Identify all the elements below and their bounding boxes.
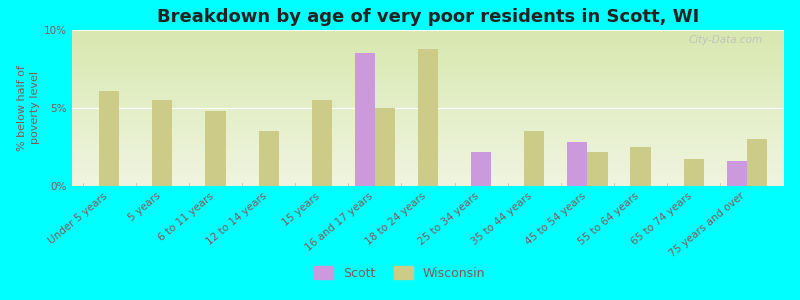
Bar [630, 147, 650, 186]
Bar [206, 111, 226, 186]
Y-axis label: % below half of
poverty level: % below half of poverty level [17, 65, 40, 151]
Bar [354, 53, 375, 186]
Bar [524, 131, 544, 186]
Bar [258, 131, 278, 186]
Bar [747, 139, 767, 186]
Bar [567, 142, 587, 186]
Bar [683, 160, 704, 186]
Bar [99, 91, 119, 186]
Bar [152, 100, 173, 186]
Bar [375, 108, 395, 186]
Bar [312, 100, 332, 186]
Bar [471, 152, 491, 186]
Title: Breakdown by age of very poor residents in Scott, WI: Breakdown by age of very poor residents … [157, 8, 699, 26]
Legend: Scott, Wisconsin: Scott, Wisconsin [314, 266, 486, 280]
Bar [587, 152, 607, 186]
Text: City-Data.com: City-Data.com [689, 35, 762, 45]
Bar [418, 49, 438, 186]
Bar [726, 161, 747, 186]
